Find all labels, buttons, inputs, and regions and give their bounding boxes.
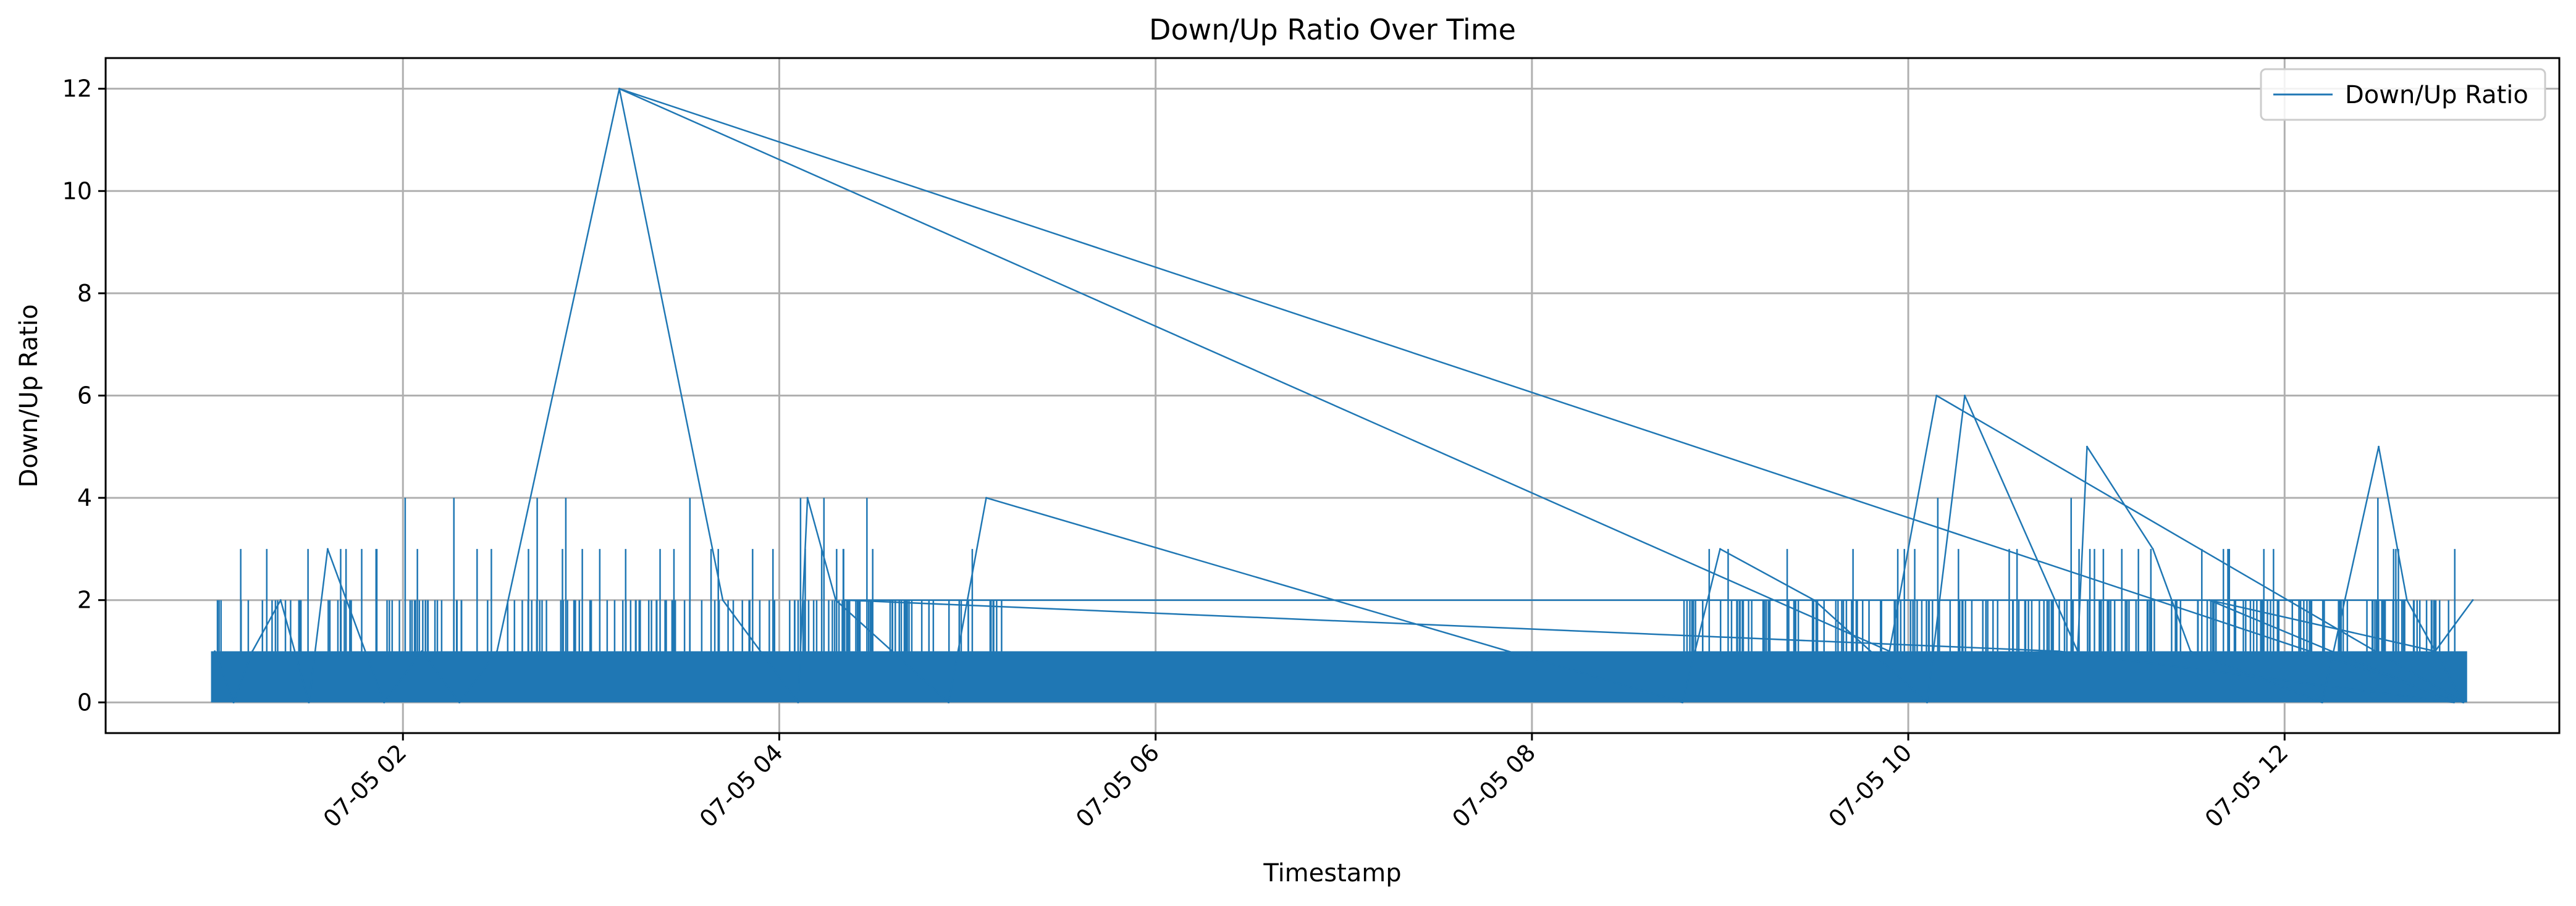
data-point — [2472, 599, 2474, 602]
data-point — [214, 650, 216, 653]
data-point — [835, 599, 837, 602]
data-point — [618, 88, 621, 90]
data-point — [2406, 599, 2408, 602]
data-point — [2152, 548, 2154, 550]
series-layer — [211, 88, 2474, 703]
y-tick-label: 12 — [62, 75, 92, 103]
data-point — [232, 701, 235, 703]
y-tick-label: 10 — [62, 177, 92, 204]
y-tick-label: 4 — [77, 484, 92, 511]
data-point — [1888, 650, 1891, 653]
axis-ticks: 0 2 4 6 8 10 12 07-05 02 07-05 04 07-05 06 07-05 0… — [62, 75, 2294, 833]
y-axis-label: Down/Up Ratio — [15, 304, 43, 488]
x-tick-label: 07-05 06 — [1071, 739, 1164, 833]
x-axis-label: Timestamp — [1263, 859, 1401, 887]
data-point — [722, 599, 724, 602]
data-point — [1935, 395, 1938, 396]
data-point — [2321, 701, 2323, 703]
legend-label: Down/Up Ratio — [2345, 81, 2528, 109]
data-point — [844, 599, 846, 602]
data-point — [1963, 395, 1966, 396]
legend: Down/Up Ratio — [2260, 68, 2546, 121]
data-point — [2462, 701, 2465, 703]
legend-box — [2260, 68, 2546, 121]
x-tick-label: 07-05 04 — [694, 739, 788, 833]
series-spikes — [216, 498, 2456, 652]
data-point — [458, 701, 461, 703]
data-point — [1719, 548, 1721, 550]
data-point — [797, 701, 799, 703]
data-point — [2086, 445, 2088, 448]
data-point — [1813, 599, 1816, 602]
y-tick-label: 6 — [77, 382, 92, 409]
chart-title: Down/Up Ratio Over Time — [1149, 13, 1516, 46]
y-tick-label: 0 — [77, 689, 92, 716]
data-point — [496, 650, 499, 653]
x-tick-label: 07-05 02 — [318, 739, 412, 833]
data-point — [251, 650, 254, 653]
y-tick-label: 8 — [77, 280, 92, 307]
data-point — [2452, 701, 2455, 703]
data-point — [1682, 701, 1684, 703]
data-point — [1926, 701, 1929, 703]
x-tick-label: 07-05 10 — [1824, 739, 1917, 833]
data-point — [2378, 445, 2380, 448]
data-point — [279, 599, 282, 602]
series-dense-band — [211, 651, 2467, 703]
data-point — [308, 701, 310, 703]
data-point — [2189, 650, 2192, 653]
data-point — [985, 497, 988, 499]
data-point — [383, 701, 385, 703]
data-point — [2076, 650, 2079, 653]
data-point — [326, 548, 329, 550]
y-tick-label: 2 — [77, 587, 92, 614]
x-tick-label: 07-05 12 — [2200, 739, 2294, 833]
data-point — [2434, 650, 2436, 653]
data-point — [948, 701, 950, 703]
x-tick-label: 07-05 08 — [1447, 739, 1541, 833]
data-point — [806, 497, 809, 499]
data-point — [2208, 599, 2210, 602]
data-point — [421, 650, 423, 653]
data-point — [2058, 650, 2060, 653]
grid-lines — [106, 58, 2559, 733]
